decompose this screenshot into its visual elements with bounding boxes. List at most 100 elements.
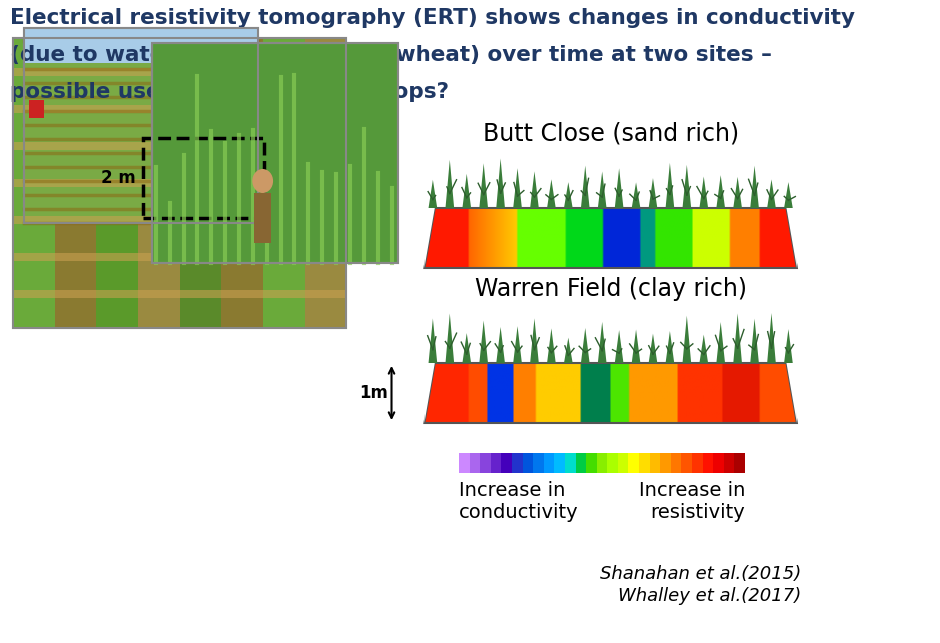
Bar xyxy=(13,290,347,298)
Bar xyxy=(254,193,272,243)
Bar xyxy=(13,142,347,150)
Polygon shape xyxy=(666,331,674,363)
Polygon shape xyxy=(632,329,640,363)
Text: Increase in
conductivity: Increase in conductivity xyxy=(459,481,579,522)
Polygon shape xyxy=(496,158,505,208)
Bar xyxy=(263,38,305,328)
Text: (due to water uptake by winter wheat) over time at two sites –: (due to water uptake by winter wheat) ov… xyxy=(10,45,773,65)
Bar xyxy=(13,38,347,328)
Polygon shape xyxy=(513,168,522,208)
Bar xyxy=(222,38,263,328)
Bar xyxy=(143,138,264,218)
Polygon shape xyxy=(767,313,776,363)
Bar xyxy=(587,453,597,473)
Bar xyxy=(734,453,745,473)
Polygon shape xyxy=(784,182,792,208)
Polygon shape xyxy=(598,172,606,208)
Bar xyxy=(555,453,565,473)
Polygon shape xyxy=(581,328,589,363)
Bar xyxy=(13,38,55,328)
Text: Butt Close (sand rich): Butt Close (sand rich) xyxy=(482,122,739,146)
Text: 7 m: 7 m xyxy=(186,169,221,187)
Polygon shape xyxy=(733,313,742,363)
Polygon shape xyxy=(750,166,759,208)
Bar xyxy=(13,253,347,261)
Polygon shape xyxy=(733,177,742,208)
Polygon shape xyxy=(496,327,505,363)
Bar xyxy=(618,453,629,473)
Bar xyxy=(533,453,544,473)
Text: possible use for phenotyping crops?: possible use for phenotyping crops? xyxy=(10,82,449,102)
Bar xyxy=(682,453,693,473)
Bar xyxy=(501,453,512,473)
Bar xyxy=(305,38,347,328)
Polygon shape xyxy=(446,160,454,208)
Polygon shape xyxy=(649,334,657,363)
Bar xyxy=(24,28,258,223)
Bar xyxy=(24,28,258,63)
Bar xyxy=(523,453,534,473)
Polygon shape xyxy=(513,326,522,363)
Polygon shape xyxy=(425,208,435,268)
Polygon shape xyxy=(784,329,792,363)
Polygon shape xyxy=(598,322,606,363)
Polygon shape xyxy=(615,168,623,208)
Bar xyxy=(607,453,619,473)
Polygon shape xyxy=(615,330,623,363)
Bar xyxy=(470,453,480,473)
Polygon shape xyxy=(479,320,488,363)
Bar xyxy=(13,179,347,187)
Bar xyxy=(660,453,671,473)
Bar xyxy=(151,43,399,263)
Polygon shape xyxy=(564,182,572,208)
Polygon shape xyxy=(462,174,471,208)
Text: Whalley et al.(2017): Whalley et al.(2017) xyxy=(618,587,801,605)
Polygon shape xyxy=(530,171,539,208)
Polygon shape xyxy=(429,180,437,208)
Bar xyxy=(650,453,661,473)
Bar xyxy=(13,105,347,113)
Bar xyxy=(13,216,347,224)
Bar xyxy=(724,453,735,473)
Polygon shape xyxy=(425,363,435,423)
Polygon shape xyxy=(479,163,488,208)
Polygon shape xyxy=(581,165,589,208)
Bar xyxy=(491,453,502,473)
Polygon shape xyxy=(547,179,556,208)
Bar xyxy=(459,453,470,473)
Polygon shape xyxy=(429,318,437,363)
Bar xyxy=(597,453,608,473)
Bar xyxy=(138,38,180,328)
Polygon shape xyxy=(649,178,657,208)
Text: Warren Field (clay rich): Warren Field (clay rich) xyxy=(475,277,746,301)
Bar xyxy=(28,100,44,118)
Polygon shape xyxy=(564,338,572,363)
Polygon shape xyxy=(632,183,640,208)
Polygon shape xyxy=(462,333,471,363)
Circle shape xyxy=(252,169,273,193)
Text: 2 m: 2 m xyxy=(102,169,136,187)
Bar xyxy=(713,453,724,473)
Bar xyxy=(24,28,258,223)
Bar xyxy=(629,453,639,473)
Polygon shape xyxy=(787,208,797,268)
Polygon shape xyxy=(530,318,539,363)
Polygon shape xyxy=(446,314,454,363)
Polygon shape xyxy=(787,363,797,423)
Bar xyxy=(13,68,347,76)
Polygon shape xyxy=(750,319,759,363)
Bar xyxy=(480,453,492,473)
Polygon shape xyxy=(547,329,556,363)
Bar xyxy=(180,38,222,328)
Polygon shape xyxy=(716,175,725,208)
Text: 1m: 1m xyxy=(359,229,388,247)
Bar xyxy=(671,453,682,473)
Bar xyxy=(97,38,138,328)
Polygon shape xyxy=(666,163,674,208)
Bar xyxy=(565,453,576,473)
Polygon shape xyxy=(699,334,708,363)
Polygon shape xyxy=(682,165,691,208)
Text: Shanahan et al.(2015): Shanahan et al.(2015) xyxy=(600,565,801,583)
Bar xyxy=(639,453,650,473)
Bar xyxy=(55,38,97,328)
